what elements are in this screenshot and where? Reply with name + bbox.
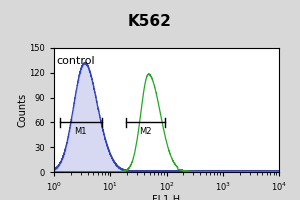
- Y-axis label: Counts: Counts: [18, 93, 28, 127]
- Text: control: control: [57, 56, 95, 66]
- Text: K562: K562: [128, 14, 172, 29]
- Text: M2: M2: [140, 127, 152, 136]
- Text: M1: M1: [74, 127, 87, 136]
- X-axis label: FL1-H: FL1-H: [152, 195, 181, 200]
